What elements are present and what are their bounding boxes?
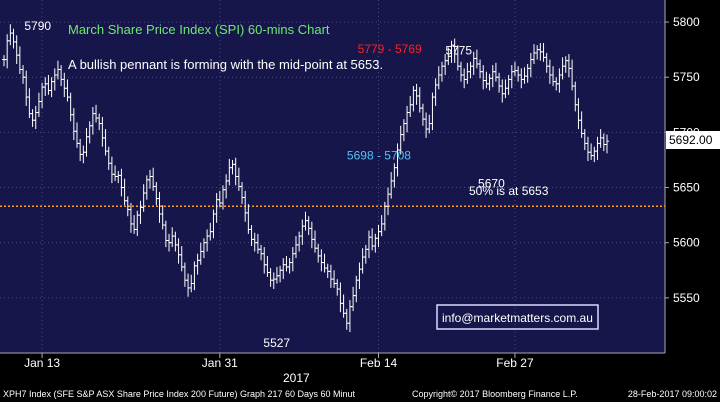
candles bbox=[2, 24, 609, 333]
gridlines bbox=[0, 0, 665, 353]
price-annotation: 5670 bbox=[478, 176, 505, 190]
y-tick-label: 5600 bbox=[673, 236, 700, 250]
price-annotation: 5775 bbox=[445, 44, 472, 58]
last-price-label: 5692.00 bbox=[669, 133, 713, 147]
watermark-box bbox=[436, 304, 599, 330]
price-annotation: 5790 bbox=[24, 19, 51, 33]
bloomberg-footer: XPH7 Index (SFE S&P ASX Share Price Inde… bbox=[0, 386, 720, 402]
annotations: 5790 5779 - 5769 5775 5698 - 5708 5670 5527 bbox=[24, 19, 505, 350]
y-tick-label: 5650 bbox=[673, 181, 700, 195]
x-axis-year-label: 2017 bbox=[283, 371, 310, 385]
x-tick-label: Jan 13 bbox=[24, 356, 60, 370]
last-price-box bbox=[666, 131, 720, 149]
footer-ticker-description: XPH7 Index (SFE S&P ASX Share Price Inde… bbox=[3, 389, 356, 399]
x-axis: Jan 13 Jan 31 Feb 14 Feb 27 bbox=[24, 353, 534, 370]
footer-timestamp: 28-Feb-2017 09:00:02 bbox=[627, 389, 717, 399]
x-tick-label: Jan 31 bbox=[202, 356, 238, 370]
price-annotation: 5779 - 5769 bbox=[358, 42, 422, 56]
chart-title: March Share Price Index (SPI) 60-mins Ch… bbox=[68, 22, 330, 37]
plot-area bbox=[0, 0, 665, 353]
footer-copyright: Copyright© 2017 Bloomberg Finance L.P. bbox=[412, 389, 578, 399]
y-tick-label: 5800 bbox=[673, 15, 700, 29]
watermark-text: info@marketmatters.com.au bbox=[442, 311, 593, 325]
x-tick-label: Feb 27 bbox=[496, 356, 534, 370]
price-annotation: 5527 bbox=[263, 336, 290, 350]
y-tick-label: 5750 bbox=[673, 70, 700, 84]
price-bar bbox=[605, 134, 609, 154]
price-annotation: 5698 - 5708 bbox=[347, 149, 411, 163]
reference-line-label: 50% is at 5653 bbox=[469, 184, 549, 198]
chart-subtitle: A bullish pennant is forming with the mi… bbox=[68, 57, 383, 72]
y-axis: 555056005650570057505800 bbox=[665, 15, 700, 305]
x-tick-label: Feb 14 bbox=[360, 356, 398, 370]
y-tick-label: 5550 bbox=[673, 291, 700, 305]
